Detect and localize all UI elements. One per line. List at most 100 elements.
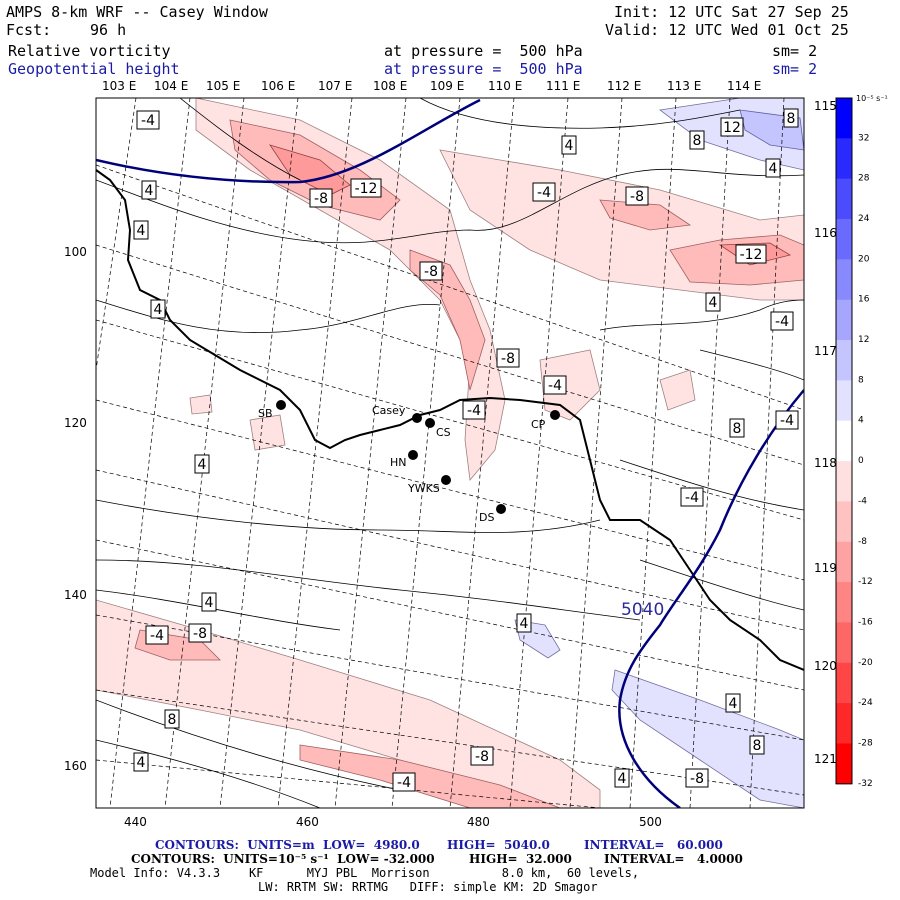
field1-level: at pressure = 500 hPa [384, 42, 583, 60]
top-longitude-labels: 103 E 104 E 105 E 106 E 107 E 108 E 109 … [102, 79, 761, 93]
svg-text:4: 4 [729, 696, 738, 712]
init-time: Init: 12 UTC Sat 27 Sep 25 [614, 3, 849, 21]
left-grid-labels: 100 120 140 160 [64, 245, 87, 773]
height-contour-label: 5040 [621, 600, 664, 620]
station-label: DS [479, 511, 494, 524]
vorticity-contour-label: -4 [775, 410, 799, 430]
grid-label: 120 [64, 416, 87, 430]
colorbar-tick-label: -16 [858, 617, 873, 627]
svg-text:-8: -8 [501, 351, 515, 367]
svg-text:-4: -4 [775, 314, 789, 330]
vorticity-contour-label: -4 [136, 110, 160, 130]
colorbar-bin [836, 622, 852, 664]
vorticity-contour-label: 8 [164, 709, 180, 729]
grid-label: 480 [467, 815, 490, 829]
station-label: HN [390, 456, 407, 469]
svg-text:4: 4 [565, 138, 574, 154]
lon-label: 106 E [261, 79, 295, 93]
model-info: Model Info: V4.3.3 KF MYJ PBL Morrison 8… [90, 866, 640, 880]
colorbar-tick-label: 32 [858, 133, 869, 143]
graticule [96, 98, 804, 808]
vorticity-contour-label: 4 [201, 592, 217, 612]
vorticity-contour-label: 4 [614, 768, 630, 788]
station-label: Casey [372, 404, 406, 417]
svg-text:8: 8 [733, 421, 742, 437]
svg-text:4: 4 [618, 771, 627, 787]
grid-label: 160 [64, 759, 87, 773]
vorticity-contour-label: -4 [392, 772, 416, 792]
height-contour-interval: INTERVAL= 60.000 [584, 838, 723, 852]
svg-text:4: 4 [769, 161, 778, 177]
svg-text:-4: -4 [537, 185, 551, 201]
colorbar: 10⁻⁵ s⁻¹ 32 28 24 20 16 12 8 4 0 -4 -8 -12 -16 -20 -24… [835, 94, 888, 789]
vorticity-contour-label: 4 [765, 158, 781, 178]
colorbar-bin [836, 582, 852, 623]
colorbar-bin [836, 219, 852, 260]
svg-text:4: 4 [709, 295, 718, 311]
svg-text:12: 12 [723, 120, 741, 136]
lon-label: 108 E [373, 79, 407, 93]
colorbar-units: 10⁻⁵ s⁻¹ [856, 94, 888, 103]
svg-text:-4: -4 [397, 775, 411, 791]
geopotential-contours [96, 98, 804, 808]
vorticity-contour-label: 4 [725, 693, 741, 713]
svg-text:-12: -12 [740, 247, 763, 263]
vorticity-contour-label: 4 [141, 180, 157, 200]
colorbar-tick-label: 16 [858, 295, 870, 305]
lon-label: 111 E [546, 79, 580, 93]
vorticity-contour-label: 8 [689, 130, 705, 150]
svg-text:8: 8 [693, 133, 702, 149]
grid-label: 460 [296, 815, 319, 829]
station-marker-casey [412, 413, 422, 423]
station-label: YWKS [407, 482, 440, 495]
svg-text:8: 8 [787, 111, 796, 127]
vorticity-contour-high: HIGH= 32.000 [469, 852, 572, 866]
colorbar-tick-label: -12 [858, 577, 873, 587]
lon-label: 112 E [607, 79, 641, 93]
bottom-grid-labels: 440 460 480 500 [124, 815, 662, 829]
vorticity-contour-label: 4 [194, 454, 210, 474]
vorticity-contour-label: -4 [543, 375, 567, 395]
station-marker-cs [425, 418, 435, 428]
lon-label: 104 E [154, 79, 188, 93]
lon-label: 105 E [206, 79, 240, 93]
field1-smoothing: sm= 2 [772, 42, 818, 60]
vorticity-contour-label: -8 [625, 186, 649, 206]
colorbar-tick-label: 12 [858, 335, 869, 345]
height-contour-info: CONTOURS: UNITS=m LOW= 4980.0 [155, 838, 420, 852]
svg-text:-4: -4 [467, 403, 481, 419]
colorbar-frame [835, 97, 853, 785]
vorticity-contour-label: -4 [145, 625, 169, 645]
vorticity-contour-label: 8 [783, 108, 799, 128]
contour-lines [96, 98, 804, 808]
svg-text:4: 4 [205, 595, 214, 611]
svg-text:-8: -8 [314, 191, 328, 207]
colorbar-bin [836, 98, 852, 139]
svg-text:4: 4 [137, 223, 146, 239]
svg-text:4: 4 [520, 616, 529, 632]
svg-text:-8: -8 [475, 749, 489, 765]
vorticity-contour-label: -4 [680, 487, 704, 507]
map-title: AMPS 8-km WRF -- Casey Window [6, 3, 268, 21]
svg-text:8: 8 [168, 712, 177, 728]
colorbar-tick-label: -20 [858, 658, 873, 668]
forecast-hour: 96 h [90, 21, 127, 39]
vorticity-contour-label: 4 [516, 613, 532, 633]
colorbar-tick-label: 8 [858, 375, 864, 385]
colorbar-tick-label: 0 [858, 456, 864, 466]
vorticity-contour-label: 8 [729, 418, 745, 438]
svg-text:-12: -12 [355, 181, 378, 197]
forecast-label: Fcst: [6, 21, 52, 39]
station-marker-ywks [441, 475, 451, 485]
colorbar-bin [836, 299, 852, 341]
field2-name: Geopotential height [8, 60, 180, 78]
colorbar-bin [836, 178, 852, 220]
vorticity-contour-label: -8 [496, 348, 520, 368]
svg-text:8: 8 [753, 738, 762, 754]
grid-label: 100 [64, 245, 87, 259]
colorbar-tick-label: -32 [858, 779, 873, 789]
colorbar-bin [836, 703, 852, 744]
vorticity-contour-label: -4 [532, 182, 556, 202]
map-frame [95, 97, 805, 809]
